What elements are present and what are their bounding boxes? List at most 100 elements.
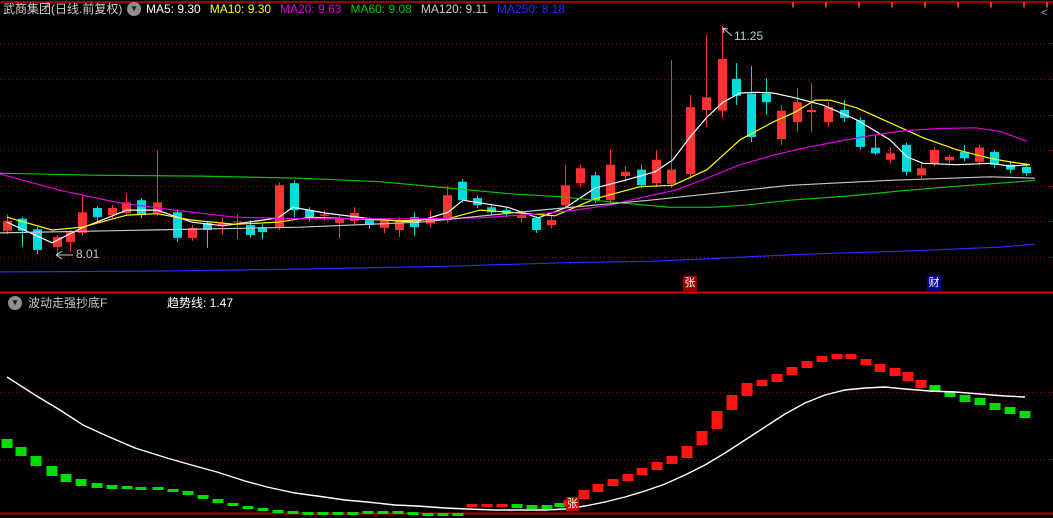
indicator-green-dash bbox=[121, 486, 133, 489]
candle-body bbox=[290, 183, 299, 211]
indicator-green-dash bbox=[257, 508, 269, 511]
ma-legend-item: MA20: 9.63 bbox=[280, 2, 342, 16]
indicator-green-dash bbox=[287, 511, 299, 514]
indicator-red-dash bbox=[786, 367, 798, 375]
high-price-annotation: 11.25 bbox=[734, 29, 764, 43]
candle-body bbox=[777, 110, 786, 140]
candle-body bbox=[1006, 164, 1015, 170]
indicator-green-dash bbox=[106, 485, 118, 489]
indicator-red-dash bbox=[466, 504, 478, 507]
candle-body bbox=[108, 208, 117, 216]
indicator-green-dash bbox=[392, 511, 404, 514]
candle-body bbox=[258, 227, 267, 233]
candle-body bbox=[576, 168, 585, 184]
ma5-line bbox=[6, 91, 1031, 244]
candle-body bbox=[606, 164, 615, 201]
indicator-green-dash bbox=[182, 491, 194, 495]
indicator-green-dash bbox=[212, 499, 224, 503]
indicator-red-dash bbox=[496, 504, 508, 507]
indicator-red-dash bbox=[622, 474, 634, 481]
candle-body bbox=[203, 222, 212, 231]
indicator-green-dash bbox=[1019, 411, 1031, 418]
ma-legend-item: MA5: 9.30 bbox=[146, 2, 201, 16]
low-annotation-arrow bbox=[55, 250, 73, 260]
indicator-green-dash bbox=[422, 513, 434, 516]
indicator-green-dash bbox=[407, 512, 419, 515]
indicator-red-dash bbox=[636, 468, 648, 475]
indicator-green-dash bbox=[452, 513, 464, 516]
ma60-line bbox=[0, 172, 1036, 208]
chevron-down-icon[interactable]: ▾ bbox=[127, 2, 141, 16]
low-price-annotation: 8.01 bbox=[76, 247, 100, 261]
indicator-red-dash bbox=[771, 374, 783, 382]
indicator-green-dash bbox=[1004, 407, 1016, 414]
candle-body bbox=[945, 156, 954, 161]
candle-body bbox=[320, 214, 329, 216]
indicator-red-dash bbox=[756, 380, 768, 386]
trend-line-value: 趋势线: 1.47 bbox=[167, 296, 234, 310]
candle-body bbox=[3, 220, 12, 231]
indicator-green-dash bbox=[75, 479, 87, 486]
trend-curve bbox=[6, 376, 1026, 511]
indicator-red-dash bbox=[696, 431, 708, 445]
ma10-line bbox=[6, 99, 1031, 231]
indicator-red-dash bbox=[874, 364, 886, 372]
indicator-green-dash bbox=[30, 456, 42, 466]
candle-body bbox=[246, 225, 255, 235]
candle-body bbox=[443, 195, 452, 221]
candle-body bbox=[78, 212, 87, 233]
candle-body bbox=[686, 107, 695, 174]
indicator-green-dash bbox=[60, 474, 72, 482]
signal-flag-zhang-bottom: 张 bbox=[566, 497, 579, 511]
candle-body bbox=[561, 185, 570, 206]
candle-body bbox=[380, 220, 389, 228]
candle-body bbox=[807, 110, 816, 113]
candle-body bbox=[33, 229, 42, 250]
indicator-red-dash bbox=[481, 504, 493, 507]
indicator-green-dash bbox=[332, 512, 344, 515]
signal-flag-zhang: 张 bbox=[683, 276, 697, 291]
indicator-green-dash bbox=[91, 483, 103, 488]
candle-body bbox=[667, 169, 676, 184]
candle-body bbox=[18, 218, 27, 231]
indicator-red-dash bbox=[889, 368, 901, 376]
indicator-green-dash bbox=[227, 503, 239, 506]
candle-body bbox=[53, 237, 62, 248]
panel-collapse-arrow[interactable]: < bbox=[1041, 7, 1048, 19]
chart-title: 武商集团(日线.前复权) bbox=[3, 2, 123, 16]
candle-body bbox=[517, 215, 526, 218]
candle-body bbox=[747, 93, 756, 138]
indicator-green-dash bbox=[526, 505, 538, 509]
indicator-red-dash bbox=[915, 380, 927, 388]
indicator-name: 波动走强抄底F bbox=[28, 296, 108, 310]
indicator-red-dash bbox=[726, 395, 738, 410]
indicator-red-dash bbox=[741, 383, 753, 396]
candle-body bbox=[732, 78, 741, 96]
indicator-red-dash bbox=[902, 372, 914, 381]
candle-body bbox=[365, 220, 374, 226]
candle-body bbox=[917, 168, 926, 176]
candle-body bbox=[532, 217, 541, 231]
ma250-line bbox=[0, 243, 1036, 273]
indicator-red-dash bbox=[592, 484, 604, 492]
ma-legend: MA5: 9.30 MA10: 9.30 MA20: 9.63 MA60: 9.08 M… bbox=[146, 2, 574, 16]
candle-body bbox=[305, 210, 314, 218]
candle-body bbox=[1022, 166, 1031, 174]
indicator-green-dash bbox=[302, 512, 314, 515]
candle-body bbox=[793, 102, 802, 123]
candle-body bbox=[621, 171, 630, 177]
candle-body bbox=[188, 227, 197, 238]
indicator-green-dash bbox=[347, 512, 359, 515]
indicator-green-dash bbox=[541, 505, 553, 509]
candle-body bbox=[547, 220, 556, 226]
indicator-red-dash bbox=[607, 479, 619, 486]
chevron-down-icon-indicator[interactable]: ▾ bbox=[8, 296, 22, 310]
ma-legend-item: MA120: 9.11 bbox=[420, 2, 488, 16]
candle-body bbox=[233, 221, 242, 223]
indicator-green-dash bbox=[167, 489, 179, 492]
indicator-green-dash bbox=[377, 511, 389, 514]
ma120-line bbox=[0, 176, 1036, 234]
indicator-green-dash bbox=[974, 398, 986, 405]
high-annotation-arrow bbox=[722, 27, 733, 37]
